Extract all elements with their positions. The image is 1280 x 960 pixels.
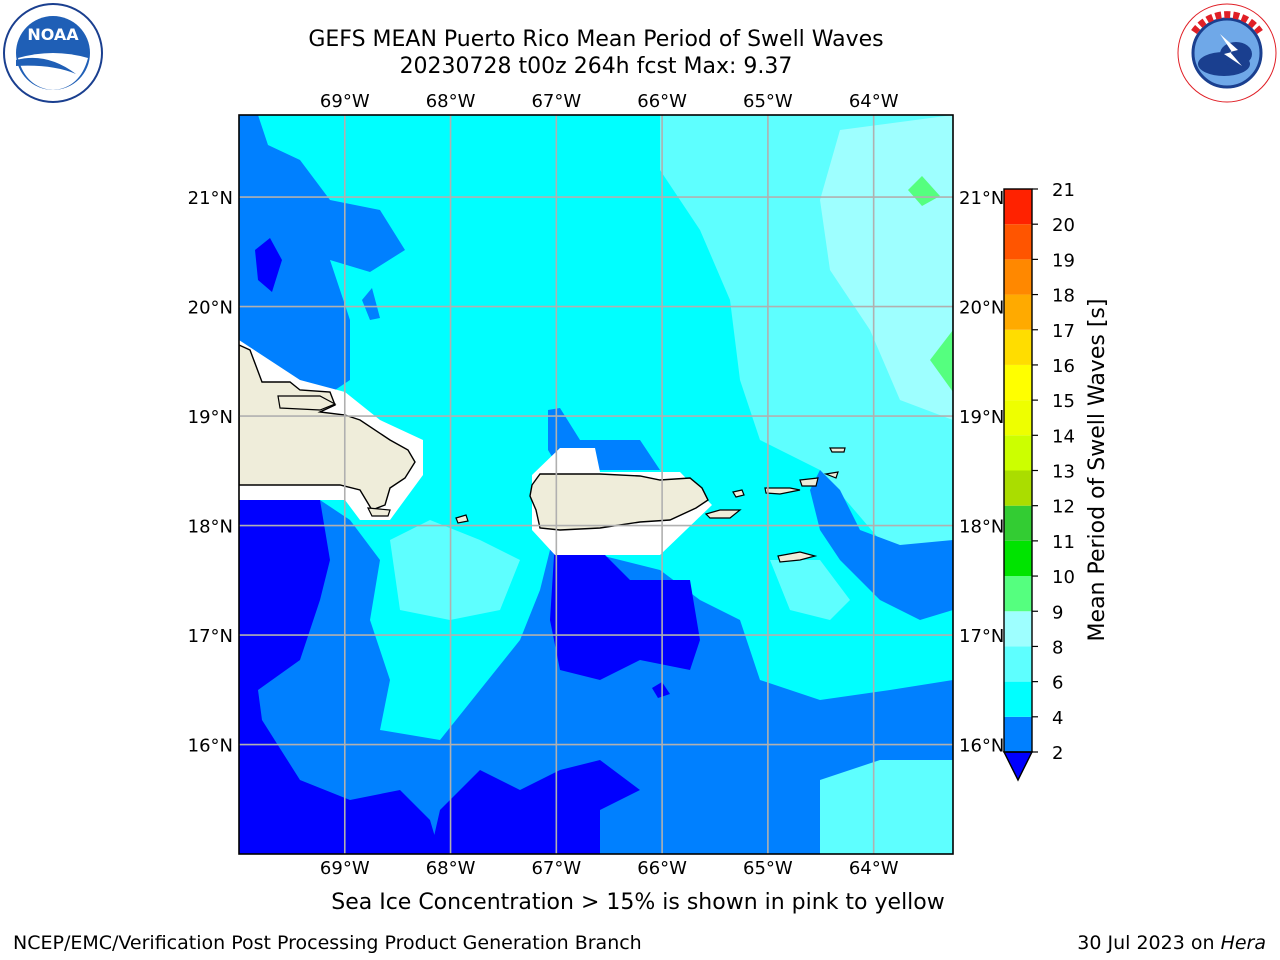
lon-tick-labels-bottom: 69°W 68°W 67°W 66°W 65°W 64°W <box>320 858 899 879</box>
lat-label-right-5: 16°N <box>959 736 1004 757</box>
colorbar-tick-label-4: 9 <box>1052 602 1063 623</box>
colorbar-tick-label-15: 20 <box>1052 215 1075 236</box>
colorbar: 2 4 6 8 9 10 11 12 13 14 15 16 17 18 19 20 21 <box>1002 180 1075 782</box>
ocean-field-lt2-northwest <box>255 238 282 292</box>
lat-label-right-0: 21°N <box>959 188 1004 209</box>
lat-label-left-5: 16°N <box>188 736 233 757</box>
lat-tick-labels-right: 21°N 20°N 19°N 18°N 17°N 16°N <box>959 188 1004 756</box>
lat-label-left-4: 17°N <box>188 626 233 647</box>
colorbar-tick-label-14: 19 <box>1052 250 1075 271</box>
lat-label-right-4: 17°N <box>959 626 1004 647</box>
colorbar-tick-label-3: 8 <box>1052 637 1063 658</box>
noaa-logo-icon: NOAA <box>3 3 103 103</box>
lon-label-top-4: 65°W <box>743 91 793 112</box>
colorbar-label: Mean Period of Swell Waves [s] <box>1085 299 1110 642</box>
map-frame <box>238 114 954 855</box>
lon-label-top-1: 68°W <box>426 91 476 112</box>
colorbar-tick-label-11: 16 <box>1052 356 1075 377</box>
colorbar-tick-label-7: 12 <box>1052 497 1075 518</box>
colorbar-tick-label-10: 15 <box>1052 391 1075 412</box>
colorbar-tick-label-12: 17 <box>1052 321 1075 342</box>
colorbar-segment-3 <box>1004 611 1032 647</box>
colorbar-segment-12 <box>1004 294 1032 330</box>
colorbar-tick-label-9: 14 <box>1052 426 1075 447</box>
colorbar-tick-label-13: 18 <box>1052 286 1075 307</box>
colorbar-under-arrow <box>1002 751 1034 782</box>
colorbar-segment-9 <box>1004 400 1032 436</box>
lon-label-bottom-3: 66°W <box>637 858 687 879</box>
chart-subtitle: 20230728 t00z 264h fcst Max: 9.37 <box>399 54 793 79</box>
lon-tick-labels-top: 69°W 68°W 67°W 66°W 65°W 64°W <box>320 91 899 112</box>
colorbar-segment-15 <box>1004 189 1032 225</box>
nws-logo-icon <box>1177 3 1277 103</box>
colorbar-tick-label-16: 21 <box>1052 180 1075 201</box>
ocean-field-lt2-southwest <box>239 500 440 854</box>
ocean-field-6-8-south <box>390 520 520 620</box>
footer-branch: NCEP/EMC/Verification Post Processing Pr… <box>13 932 642 954</box>
land-st-croix <box>777 551 818 563</box>
colorbar-segment-5 <box>1004 540 1032 577</box>
map-gridlines <box>239 115 953 854</box>
colorbar-tick-label-8: 13 <box>1052 462 1075 483</box>
lon-label-bottom-1: 68°W <box>426 858 476 879</box>
footer-date: 30 Jul 2023 on Hera <box>1077 932 1266 954</box>
lat-label-left-3: 18°N <box>188 517 233 538</box>
ocean-field-lt2-south <box>430 760 640 854</box>
ocean-field-2-4-west <box>239 115 405 400</box>
lon-label-top-5: 64°W <box>849 91 899 112</box>
colorbar-tick-label-0: 2 <box>1052 743 1063 764</box>
lat-label-right-3: 18°N <box>959 517 1004 538</box>
colorbar-segment-2 <box>1004 646 1032 682</box>
footer-date-text: 30 Jul 2023 on <box>1077 932 1221 954</box>
ocean-field-9-10-b <box>930 330 953 392</box>
ocean-field-4-6-inner <box>420 170 680 400</box>
colorbar-segment-7 <box>1004 470 1032 506</box>
lon-label-top-2: 67°W <box>531 91 581 112</box>
chart-title: GEFS MEAN Puerto Rico Mean Period of Swe… <box>308 27 884 52</box>
map-plot-area <box>239 115 953 854</box>
colorbar-tick-label-2: 6 <box>1052 673 1063 694</box>
colorbar-segment-0 <box>1004 716 1032 752</box>
lon-label-top-3: 66°W <box>637 91 687 112</box>
lat-label-left-0: 21°N <box>188 188 233 209</box>
colorbar-tick-label-6: 11 <box>1052 532 1075 553</box>
lat-label-left-2: 19°N <box>188 407 233 428</box>
lat-label-left-1: 20°N <box>188 298 233 319</box>
land-puerto-rico <box>529 473 709 531</box>
lon-label-bottom-4: 65°W <box>743 858 793 879</box>
colorbar-segment-13 <box>1004 259 1032 295</box>
land-hispaniola <box>239 344 416 511</box>
lon-label-bottom-5: 64°W <box>849 858 899 879</box>
lon-label-top-0: 69°W <box>320 91 370 112</box>
lat-label-right-2: 19°N <box>959 407 1004 428</box>
noaa-logo-text: NOAA <box>27 25 79 44</box>
colorbar-segment-6 <box>1004 505 1032 541</box>
lon-label-bottom-0: 69°W <box>320 858 370 879</box>
colorbar-segment-1 <box>1004 681 1032 717</box>
lon-label-bottom-2: 67°W <box>531 858 581 879</box>
footer-machine: Hera <box>1220 932 1266 954</box>
colorbar-segment-11 <box>1004 329 1032 365</box>
lat-tick-labels-left: 21°N 20°N 19°N 18°N 17°N 16°N <box>188 188 233 756</box>
sea-ice-note: Sea Ice Concentration > 15% is shown in … <box>331 890 945 915</box>
colorbar-tick-label-1: 4 <box>1052 708 1063 729</box>
ocean-field-2-4-east <box>810 470 953 620</box>
lat-label-right-1: 20°N <box>959 298 1004 319</box>
colorbar-segment-4 <box>1004 576 1032 612</box>
colorbar-tick-label-5: 10 <box>1052 567 1075 588</box>
ocean-field-9-10-a <box>908 176 940 206</box>
colorbar-segment-10 <box>1004 364 1032 401</box>
colorbar-segment-14 <box>1004 224 1032 260</box>
colorbar-segment-8 <box>1004 435 1032 471</box>
